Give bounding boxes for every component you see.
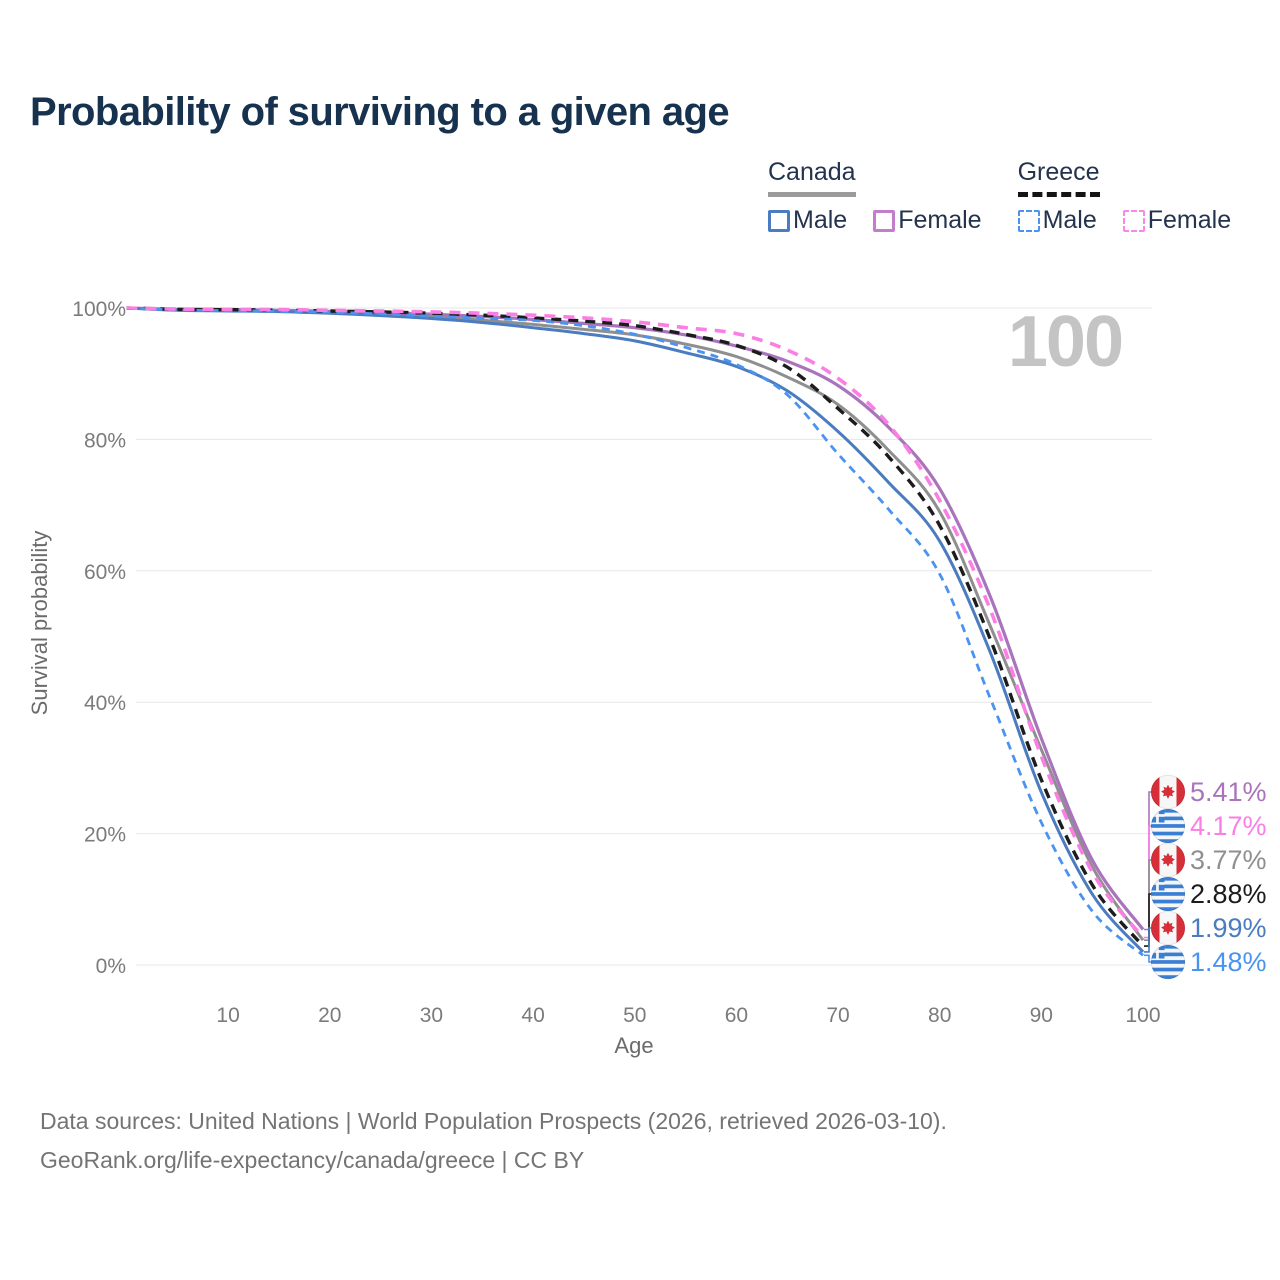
end-label-value-canada-total: 3.77% (1190, 845, 1267, 875)
series-lines (126, 306, 1145, 957)
x-tick-label: 20 (318, 1004, 341, 1027)
end-label-value-canada-female: 5.41% (1190, 777, 1267, 807)
legend-item-label: Female (898, 206, 982, 234)
legend-item-label: Male (1042, 206, 1097, 234)
x-tick-label: 50 (623, 1004, 646, 1027)
legend-group-canada: Canada Male Female (768, 158, 982, 235)
canada-flag-icon (1151, 775, 1185, 809)
chart-watermark: 100 (1008, 302, 1122, 382)
x-axis-tick-labels: 10 20 30 40 50 60 70 80 90 100 (216, 1004, 1160, 1027)
legend-item-canada-female[interactable]: Female (873, 206, 982, 235)
y-tick-label: 60% (84, 561, 126, 584)
legend-item-greece-female[interactable]: Female (1122, 206, 1232, 235)
end-label-value-canada-male: 1.99% (1190, 913, 1267, 943)
x-tick-label: 40 (521, 1004, 544, 1027)
footer-data-sources: Data sources: United Nations | World Pop… (40, 1108, 947, 1134)
x-tick-label: 90 (1030, 1004, 1053, 1027)
series-line-canada-total (126, 306, 1145, 942)
end-label-value-greece-total: 2.88% (1190, 879, 1267, 909)
y-tick-label: 20% (84, 824, 126, 847)
y-axis-title: Survival probability (27, 531, 52, 716)
y-tick-label: 80% (84, 429, 126, 452)
end-label-connectors (1144, 791, 1154, 963)
x-tick-label: 100 (1125, 1004, 1160, 1027)
series-line-canada-female (126, 306, 1145, 931)
end-label-value-greece-male: 1.48% (1190, 947, 1267, 977)
x-tick-label: 80 (928, 1004, 951, 1027)
y-tick-label: 40% (84, 692, 126, 715)
legend-item-label: Female (1147, 206, 1232, 234)
footer: Data sources: United Nations | World Pop… (40, 1102, 947, 1180)
legend-item-canada-male[interactable]: Male (768, 206, 847, 235)
y-tick-label: 0% (96, 955, 126, 978)
x-tick-label: 30 (420, 1004, 443, 1027)
x-tick-label: 60 (725, 1004, 748, 1027)
footer-attribution: GeoRank.org/life-expectancy/canada/greec… (40, 1147, 585, 1173)
page-title: Probability of surviving to a given age (30, 90, 730, 134)
x-axis-title: Age (614, 1033, 653, 1058)
greece-flag-icon (1151, 809, 1185, 843)
x-tick-label: 10 (216, 1004, 239, 1027)
canada-flag-icon (1151, 843, 1185, 877)
canada-male-line-swatch-icon (768, 209, 790, 232)
greece-flag-icon (1151, 877, 1185, 911)
legend-item-label: Male (793, 206, 848, 234)
greece-flag-icon (1151, 945, 1185, 979)
x-tick-label: 70 (826, 1004, 849, 1027)
series-line-greece-male (126, 306, 1144, 957)
gridlines (136, 307, 1152, 966)
end-label-value-greece-female: 4.17% (1190, 811, 1267, 841)
canada-female-line-swatch-icon (873, 209, 896, 232)
end-labels: 5.41% 4.17% 3.77% 2.88% 1.99% 1.48% (1151, 775, 1267, 979)
canada-flag-icon (1151, 911, 1185, 945)
greece-female-line-swatch-icon (1122, 209, 1145, 232)
y-tick-label: 100% (72, 298, 126, 321)
legend-country-canada: Canada (768, 158, 856, 197)
greece-male-line-swatch-icon (1017, 209, 1040, 232)
y-axis-tick-labels: 0% 20% 40% 60% 80% 100% (72, 298, 126, 978)
legend-item-greece-male[interactable]: Male (1017, 206, 1097, 235)
legend-country-greece: Greece (1017, 158, 1100, 197)
series-line-greece-female (126, 306, 1145, 939)
chart-legend: Canada Male Female Greece Male Female (768, 158, 1231, 235)
legend-group-greece: Greece Male Female (1017, 158, 1232, 235)
